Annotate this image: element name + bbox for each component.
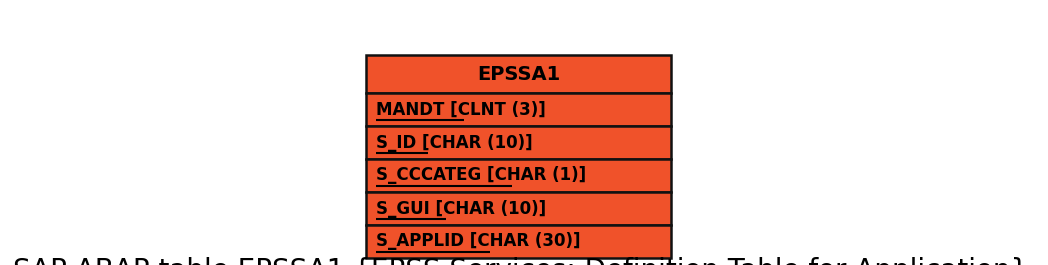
Text: S_ID [CHAR (10)]: S_ID [CHAR (10)] — [376, 134, 532, 152]
Bar — [366, 93, 672, 126]
Bar — [366, 159, 672, 192]
Text: SAP ABAP table EPSSA1 {EPSS Services: Definition Table for Application}: SAP ABAP table EPSSA1 {EPSS Services: De… — [13, 257, 1028, 265]
Text: EPSSA1: EPSSA1 — [477, 64, 561, 83]
Bar — [366, 126, 672, 159]
Text: S_GUI [CHAR (10)]: S_GUI [CHAR (10)] — [376, 200, 546, 218]
Bar — [366, 192, 672, 225]
Text: MANDT [CLNT (3)]: MANDT [CLNT (3)] — [376, 100, 546, 118]
Text: S_CCCATEG [CHAR (1)]: S_CCCATEG [CHAR (1)] — [376, 166, 587, 184]
Bar — [366, 55, 672, 93]
Text: S_APPLID [CHAR (30)]: S_APPLID [CHAR (30)] — [376, 232, 581, 250]
Bar — [366, 225, 672, 258]
